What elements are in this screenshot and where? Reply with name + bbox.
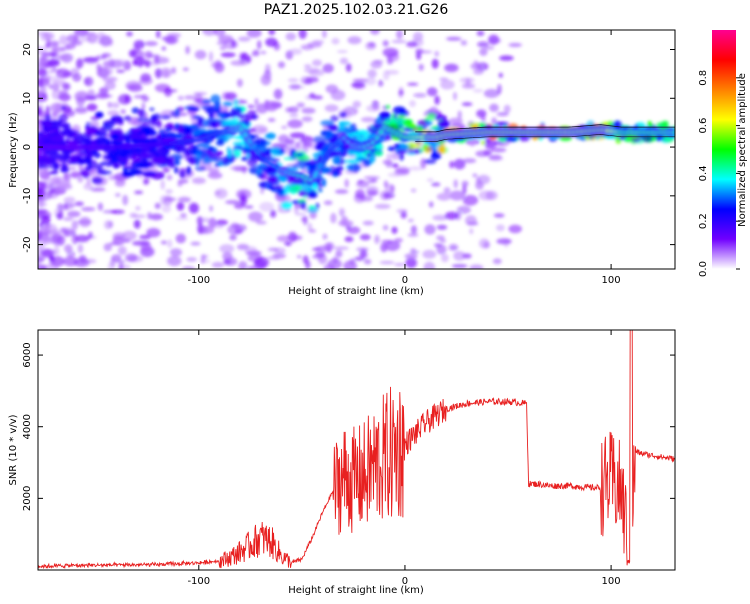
y-tick-label: 4000 [22,414,33,439]
y-tick-label: 0 [22,144,33,150]
x-tick-label: -100 [187,275,210,286]
y-tick-label: -20 [22,236,33,252]
x-tick-label: 0 [402,275,408,286]
x-tick-label: 100 [602,275,621,286]
colorbar-tick-label: 0.8 [698,70,709,86]
y-tick-label: 2000 [22,486,33,511]
y-tick-label: 10 [22,92,33,105]
colorbar-tick-label: 0.2 [698,213,709,229]
snr-plot-frame [38,330,675,570]
snr-y-label: SNR (10 * v/v) [8,414,19,485]
colorbar: 0.0 0.2 0.4 0.6 0.8 Normalized spectral ampl… [698,30,748,277]
y-tick-label: 6000 [22,342,33,367]
colorbar-tick-label: 0.4 [698,165,709,181]
spectrogram-y-label: Frequency (Hz) [8,112,19,188]
x-tick-label: 100 [602,576,621,587]
x-tick-label: -100 [187,576,210,587]
colorbar-tick-label: 0.6 [698,118,709,134]
colorbar-tick-label: 0.0 [698,261,709,277]
spectrogram-x-label: Height of straight line (km) [288,286,424,297]
snr-x-label: Height of straight line (km) [288,585,424,596]
y-tick-label: 20 [22,43,33,56]
snr-line [38,330,675,568]
chart-title: PAZ1.2025.102.03.21.G26 [264,2,449,18]
y-tick-label: -10 [22,188,33,204]
snr-series-line [38,330,675,568]
colorbar-gradient [712,30,736,269]
colorbar-label: Normalized spectral amplitude [737,73,748,227]
